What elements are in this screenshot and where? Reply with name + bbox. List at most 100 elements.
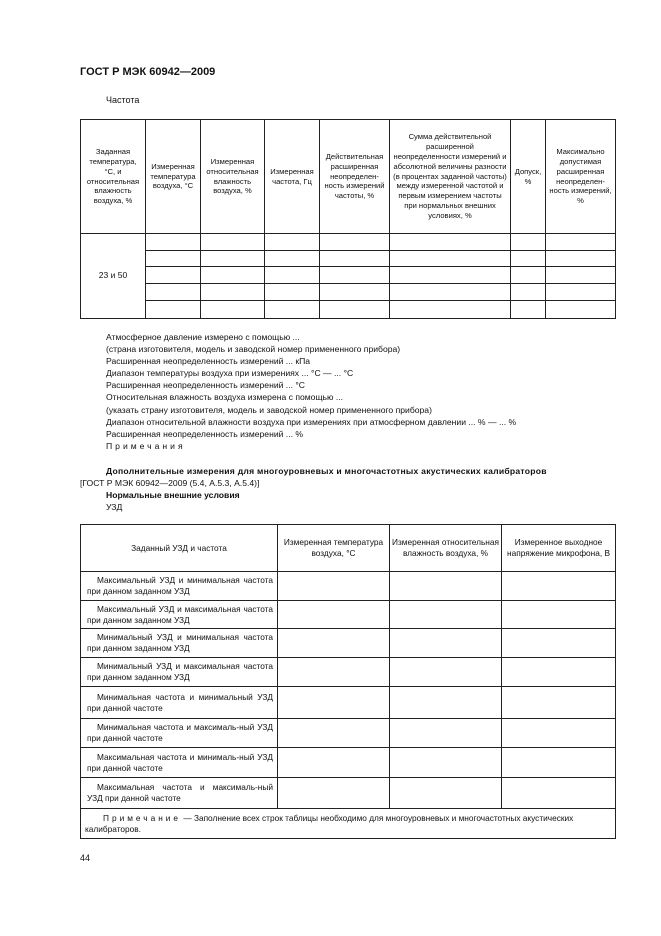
note-line: Расширенная неопределенность измерений .… (106, 356, 311, 367)
empty-cell (200, 250, 265, 267)
column-header: Заданная температура, °С, и относительна… (80, 119, 146, 234)
page-number: 44 (80, 853, 91, 863)
table-row: Минимальная частота и максималь-ный УЗД … (80, 718, 616, 748)
empty-cell (145, 250, 201, 267)
note-line: Относительная влажность воздуха измерена… (106, 392, 343, 403)
empty-cell (545, 300, 616, 319)
row-label: Максимальная частота и минималь-ный УЗД … (80, 747, 278, 778)
row-label: Минимальный УЗД и минимальная частота пр… (80, 628, 278, 658)
note-line: Расширенная неопределенность измерений .… (106, 380, 306, 391)
note-line: Диапазон температуры воздуха при измерен… (106, 368, 354, 379)
row-label: Максимальный УЗД и минимальная частота п… (80, 571, 278, 601)
column-header: Измеренная относительная влажность возду… (389, 524, 502, 572)
empty-cell (389, 686, 502, 719)
empty-cell (510, 250, 546, 267)
empty-cell (319, 233, 390, 251)
empty-cell (264, 250, 320, 267)
table-row (81, 300, 616, 319)
row-label: Максимальный УЗД и максимальная частота … (80, 600, 278, 629)
empty-cell (277, 777, 390, 809)
empty-cell (501, 718, 616, 748)
empty-cell (501, 657, 616, 687)
additional-ref: [ГОСТ Р МЭК 60942—2009 (5.4, А.5.3, А.5.… (80, 478, 260, 489)
note-line: (страна изготовителя, модель и заводской… (106, 344, 401, 355)
empty-cell (389, 657, 502, 687)
empty-cell (277, 628, 390, 658)
table-note: Примечание — Заполнение всех строк табли… (80, 808, 616, 839)
empty-cell (200, 266, 265, 284)
empty-cell (264, 233, 320, 251)
empty-cell (277, 571, 390, 601)
row-label: Минимальный УЗД и максимальная частота п… (80, 657, 278, 687)
note-line: Диапазон относительной влажности воздуха… (106, 416, 517, 427)
empty-cell (389, 283, 511, 301)
table-row (81, 250, 616, 267)
table-row: Минимальный УЗД и максимальная частота п… (80, 657, 616, 687)
empty-cell (510, 300, 546, 319)
table-row (81, 283, 616, 301)
empty-cell (501, 600, 616, 629)
row-label: Минимальная частота и минимальный УЗД пр… (80, 686, 278, 719)
column-header: Сумма действительной расширенной неопред… (389, 119, 511, 234)
empty-cell (264, 300, 320, 319)
empty-cell (264, 266, 320, 284)
column-header: Измеренная относительная влажность возду… (200, 119, 265, 234)
additional-title: Дополнительные измерения для многоуровне… (106, 465, 547, 476)
table-row: Максимальный УЗД и максимальная частота … (80, 600, 616, 629)
empty-cell (501, 686, 616, 719)
empty-cell (545, 283, 616, 301)
empty-cell (389, 233, 511, 251)
column-header: Измеренная температура воздуха, °С (145, 119, 201, 234)
empty-cell (319, 266, 390, 284)
section-title: Частота (106, 95, 140, 105)
empty-cell (389, 747, 502, 778)
empty-cell (501, 777, 616, 809)
table-row: Максимальная частота и максималь-ный УЗД… (80, 777, 616, 809)
empty-cell (145, 233, 201, 251)
note-label: Примечание (103, 812, 182, 823)
empty-cell (389, 300, 511, 319)
row-label: Максимальная частота и максималь-ный УЗД… (80, 777, 278, 809)
empty-cell (545, 250, 616, 267)
empty-cell (200, 233, 265, 251)
uzd-label: УЗД (106, 502, 123, 513)
empty-cell (510, 266, 546, 284)
empty-cell (145, 283, 201, 301)
empty-cell (501, 628, 616, 658)
empty-cell (510, 283, 546, 301)
empty-cell (389, 600, 502, 629)
table-row: Максимальный УЗД и минимальная частота п… (80, 571, 616, 601)
empty-cell (319, 283, 390, 301)
frequency-table: Заданная температура, °С, и относительна… (80, 119, 616, 319)
empty-cell (277, 747, 390, 778)
note-line: Атмосферное давление измерено с помощью … (106, 332, 300, 342)
table-row: Минимальная частота и минимальный УЗД пр… (80, 686, 616, 719)
measurement-notes: Атмосферное давление измерено с помощью … (80, 331, 547, 513)
column-header: Измеренная температура воздуха, °С (277, 524, 390, 572)
column-header: Допуск, % (510, 119, 546, 234)
empty-cell (277, 600, 390, 629)
table-row: Максимальная частота и минималь-ный УЗД … (80, 747, 616, 778)
empty-cell (545, 266, 616, 284)
empty-cell (501, 747, 616, 778)
note-line: (указать страну изготовителя, модель и з… (106, 404, 432, 415)
empty-cell (389, 777, 502, 809)
empty-cell (277, 718, 390, 748)
row-label: Минимальная частота и максималь-ный УЗД … (80, 718, 278, 748)
empty-cell (389, 266, 511, 284)
empty-cell (200, 283, 265, 301)
empty-cell (389, 571, 502, 601)
empty-cell (501, 571, 616, 601)
column-header: Заданный УЗД и частота (80, 524, 278, 572)
empty-cell (264, 283, 320, 301)
column-header: Максимально допустимая расширенная неопр… (545, 119, 616, 234)
empty-cell (145, 300, 201, 319)
normal-conditions: Нормальные внешние условия (106, 490, 240, 501)
table-row: 23 и 50 (80, 233, 616, 319)
empty-cell (277, 686, 390, 719)
note-text: — Заполнение всех строк таблицы необходи… (85, 812, 574, 834)
merged-cell: 23 и 50 (80, 233, 146, 319)
note-row: Примечание — Заполнение всех строк табли… (80, 808, 616, 839)
empty-cell (200, 300, 265, 319)
